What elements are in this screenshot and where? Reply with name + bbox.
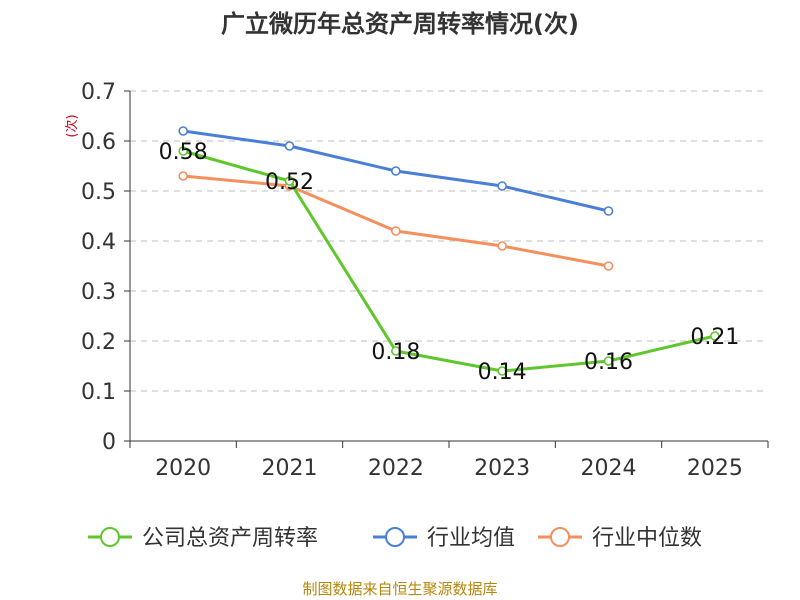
x-tick-label: 2021 xyxy=(262,456,318,481)
series-point-2 xyxy=(178,171,188,181)
legend-label-0: 公司总资产周转率 xyxy=(142,526,318,551)
x-tick-label: 2022 xyxy=(368,456,424,481)
series-point-0 xyxy=(391,346,401,356)
y-tick-label: 0.7 xyxy=(81,80,116,105)
series-line-2 xyxy=(183,174,609,268)
data-label: 0.58 xyxy=(159,140,208,165)
chart-title: 广立微历年总资产周转率情况(次) xyxy=(221,10,579,38)
series-point-0 xyxy=(497,366,507,376)
y-axis-label: (次) xyxy=(64,114,80,137)
series-point-2 xyxy=(603,261,614,271)
y-tick-label: 0 xyxy=(102,430,116,455)
series-point-0 xyxy=(178,146,188,156)
x-tick-label: 2024 xyxy=(581,456,637,481)
axes: 0 0.1 0.2 0.3 0.4 0.5 0.6 0.7 2020 2021 2022 2023 20… xyxy=(81,80,769,481)
series-point-1 xyxy=(603,206,614,216)
series-line-0 xyxy=(182,149,716,373)
legend-label-2: 行业中位数 xyxy=(592,526,702,551)
series-point-2 xyxy=(497,241,507,251)
x-tick-label: 2023 xyxy=(474,456,530,481)
series-point-1 xyxy=(391,166,401,176)
data-label: 0.52 xyxy=(265,170,314,195)
series-point-0 xyxy=(284,176,295,186)
series-lines xyxy=(178,126,720,376)
series-point-1 xyxy=(284,141,295,151)
source-note: 制图数据来自恒生聚源数据库 xyxy=(302,580,497,598)
data-label: 0.16 xyxy=(584,350,633,375)
series-point-0 xyxy=(603,356,614,366)
data-label: 0.21 xyxy=(690,325,739,350)
data-label: 0.18 xyxy=(371,340,420,365)
x-tick-label: 2020 xyxy=(155,456,211,481)
x-tick-label: 2025 xyxy=(687,456,743,481)
y-tick-label: 0.3 xyxy=(81,280,116,305)
data-label: 0.14 xyxy=(478,360,527,385)
series-point-1 xyxy=(178,126,188,136)
series-point-1 xyxy=(497,181,507,191)
legend-label-1: 行业均值 xyxy=(427,526,515,551)
y-tick-label: 0.4 xyxy=(81,230,116,255)
y-tick-label: 0.6 xyxy=(81,130,116,155)
data-labels: 0.58 0.52 0.18 0.14 0.16 0.21 xyxy=(159,140,740,385)
legend: 公司总资产周转率 行业均值 行业中位数 xyxy=(88,526,702,551)
legend-marker-2 xyxy=(550,527,570,547)
grid-lines xyxy=(130,90,768,392)
y-tick-label: 0.2 xyxy=(81,330,116,355)
series-point-2 xyxy=(391,226,401,236)
legend-marker-0 xyxy=(100,527,120,547)
series-point-0 xyxy=(710,331,720,341)
y-tick-label: 0.5 xyxy=(81,180,116,205)
y-tick-label: 0.1 xyxy=(81,380,116,405)
legend-marker-1 xyxy=(385,527,405,547)
